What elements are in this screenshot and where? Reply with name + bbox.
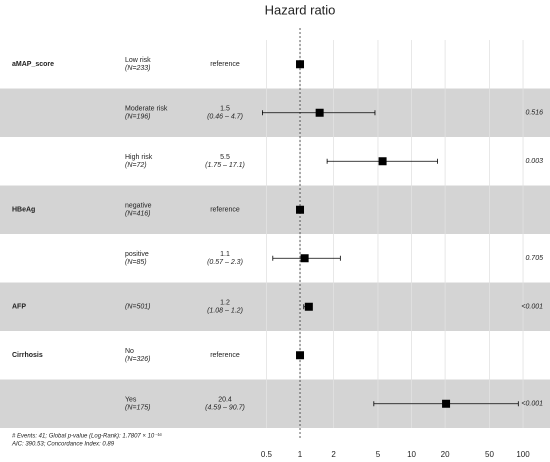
estimate-label: reference [210,207,240,214]
level-label: Moderate risk [125,106,168,113]
estimate-label: 1.1 [220,251,230,258]
x-tick-label: 10 [407,450,416,459]
x-tick-label: 20 [441,450,450,459]
bands [0,88,550,428]
estimate-point [296,60,305,69]
n-label: (N=85) [125,259,147,266]
estimate-label: 1.2 [220,300,230,307]
level-label: Low risk [125,57,151,64]
row-band [0,185,550,234]
variable-label: AFP [12,304,26,311]
n-label: (N=501) [125,304,150,311]
p-value: 0.705 [525,255,543,262]
ci-label: (1.08 – 1.2) [207,308,243,315]
estimate-label: reference [210,352,240,359]
estimate-point [378,157,387,166]
n-label: (N=326) [125,356,150,363]
estimate-label: 20.4 [218,397,232,404]
n-label: (N=233) [125,65,150,72]
estimate-point [315,108,324,117]
n-label: (N=416) [125,211,150,218]
variable-label: HBeAg [12,207,35,214]
footnote: AIC: 390.53; Concordance Index: 0.89 [11,442,115,448]
estimate-label: 5.5 [220,154,230,161]
chart-title: Hazard ratio [265,2,336,17]
level-label: High risk [125,154,153,161]
x-tick-label: 0.5 [261,450,273,459]
x-tick-label: 2 [331,450,336,459]
p-value: 0.516 [525,110,543,117]
p-value: <0.001 [521,401,543,408]
estimate-point [296,351,305,360]
estimate-point [300,254,309,263]
estimate-label: 1.5 [220,106,230,113]
x-tick-label: 50 [485,450,494,459]
ci-label: (4.59 – 90.7) [205,405,245,412]
level-label: Yes [125,397,137,404]
level-label: positive [125,251,149,258]
p-value: 0.003 [525,158,543,165]
p-value: <0.001 [521,304,543,311]
ci-label: (0.57 – 2.3) [207,259,243,266]
variable-label: aMAP_score [12,61,54,68]
estimate-label: reference [210,61,240,68]
x-tick-label: 100 [516,450,530,459]
level-label: negative [125,203,152,210]
variable-label: Cirrhosis [12,352,43,359]
estimate-point [442,399,451,408]
estimate-point [304,302,313,311]
ci-label: (0.46 – 4.7) [207,114,243,121]
row-band [0,282,550,331]
footnote: # Events: 41; Global p-value (Log-Rank):… [12,433,162,440]
n-label: (N=196) [125,114,150,121]
x-tick-label: 5 [376,450,381,459]
n-label: (N=72) [125,162,147,169]
estimate-point [296,205,305,214]
level-label: No [125,348,134,355]
ci-label: (1.75 – 17.1) [205,162,245,169]
n-label: (N=175) [125,405,150,412]
x-tick-label: 1 [298,450,303,459]
